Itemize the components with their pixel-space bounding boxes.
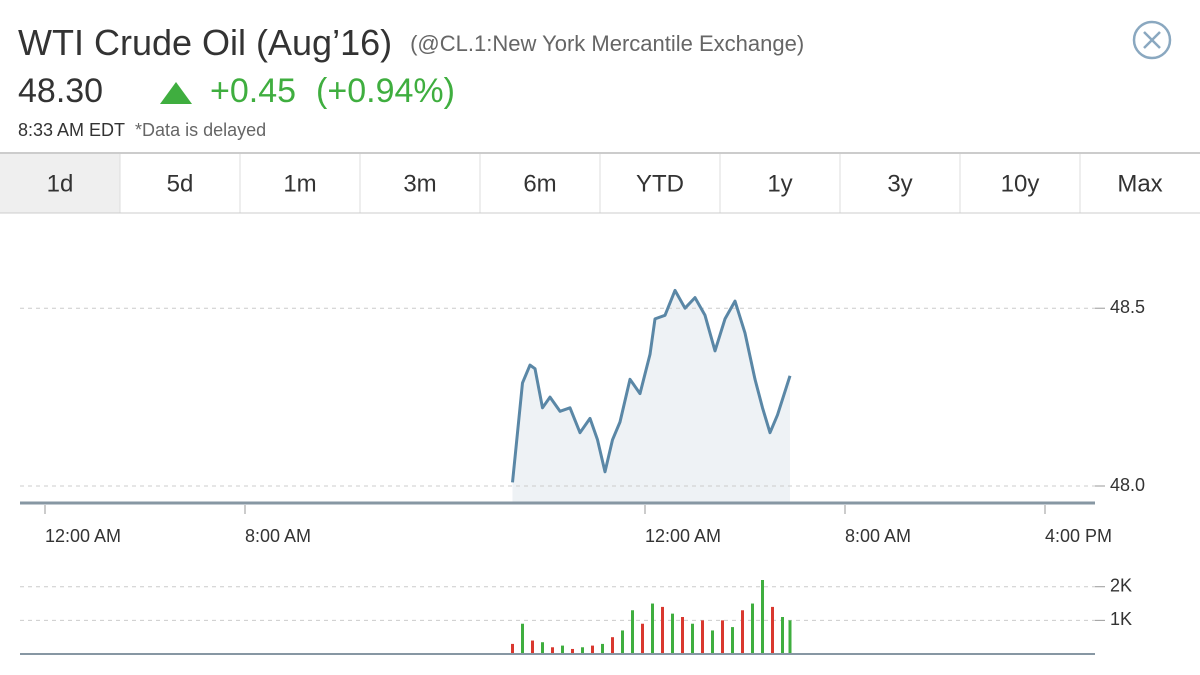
tab[interactable]: [240, 154, 360, 213]
close-button[interactable]: [1132, 20, 1172, 60]
volume-bar: [521, 623, 524, 654]
volume-bar: [611, 637, 614, 654]
tab-label[interactable]: 1y: [767, 170, 792, 197]
volume-bar: [591, 645, 594, 654]
x-tick-label: 8:00 AM: [845, 526, 911, 546]
tab-label[interactable]: YTD: [636, 170, 684, 197]
y-tick-label: 48.0: [1110, 475, 1145, 495]
close-icon[interactable]: [1143, 31, 1161, 49]
tab-label[interactable]: 3y: [887, 170, 912, 197]
volume-bar: [601, 643, 604, 654]
volume-bar: [691, 623, 694, 654]
volume-bar: [531, 640, 534, 654]
volume-bar: [771, 606, 774, 654]
tab[interactable]: [480, 154, 600, 213]
range-tabs: 1d 5d 1m 3m 6m YTD 1y 3y 10y Max: [0, 154, 1200, 213]
volume-bar: [661, 606, 664, 654]
x-tick-label: 8:00 AM: [245, 526, 311, 546]
quote-exchange: (@CL.1:New York Mercantile Exchange): [410, 31, 804, 56]
quote-title-line: WTI Crude Oil (Aug’16) (@CL.1:New York Me…: [18, 22, 804, 63]
tab-label[interactable]: 1d: [47, 170, 74, 197]
volume-bar: [721, 620, 724, 654]
quote-time: 8:33 AM EDT: [18, 120, 125, 140]
volume-bar: [671, 613, 674, 654]
y-tick-label: 2K: [1110, 575, 1132, 595]
volume-bar: [741, 610, 744, 654]
volume-bar: [621, 630, 624, 654]
delay-note: *Data is delayed: [135, 120, 266, 140]
volume-bar: [631, 610, 634, 654]
volume-bar: [561, 645, 564, 654]
volume-bar: [551, 647, 554, 654]
volume-bar: [541, 642, 544, 654]
x-tick-label: 4:00 PM: [1045, 526, 1112, 546]
y-tick-label: 48.5: [1110, 297, 1145, 317]
volume-bar: [701, 620, 704, 654]
volume-bar: [571, 648, 574, 654]
tab-label[interactable]: Max: [1117, 170, 1162, 197]
tab[interactable]: [1080, 154, 1200, 213]
last-price: 48.30: [18, 72, 103, 110]
change-line: +0.45 (+0.94%): [210, 72, 455, 110]
tab-label[interactable]: 5d: [167, 170, 194, 197]
close-circle[interactable]: [1132, 20, 1172, 60]
tab-label[interactable]: 3m: [403, 170, 436, 197]
price-change-percent: (+0.94%): [316, 72, 455, 110]
quote-title: WTI Crude Oil (Aug’16): [18, 22, 392, 63]
volume-bar: [761, 580, 764, 654]
volume-bar: [511, 643, 514, 654]
up-arrow: [160, 82, 192, 104]
tab-label[interactable]: 10y: [1001, 170, 1040, 197]
volume-bar: [641, 623, 644, 654]
tab-label[interactable]: 1m: [283, 170, 316, 197]
tab[interactable]: [840, 154, 960, 213]
volume-bar: [681, 617, 684, 654]
tab[interactable]: [360, 154, 480, 213]
volume-bar: [711, 630, 714, 654]
tab[interactable]: [960, 154, 1080, 213]
tab[interactable]: [0, 154, 120, 213]
price-area: [512, 290, 790, 502]
volume-bar: [651, 603, 654, 654]
volume-bar: [751, 603, 754, 654]
x-tick-label: 12:00 AM: [645, 526, 721, 546]
tab[interactable]: [600, 154, 720, 213]
tab[interactable]: [720, 154, 840, 213]
volume-bar: [731, 627, 734, 654]
volume-bar: [781, 617, 784, 654]
time-line: 8:33 AM EDT *Data is delayed: [18, 120, 266, 140]
y-tick-label: 1K: [1110, 609, 1132, 629]
tab[interactable]: [120, 154, 240, 213]
price-line: [511, 288, 792, 483]
tab-label[interactable]: 6m: [523, 170, 556, 197]
x-tick-label: 12:00 AM: [45, 526, 121, 546]
volume-bar: [788, 620, 792, 654]
price-change: +0.45: [210, 72, 296, 110]
volume-bar: [581, 647, 584, 654]
